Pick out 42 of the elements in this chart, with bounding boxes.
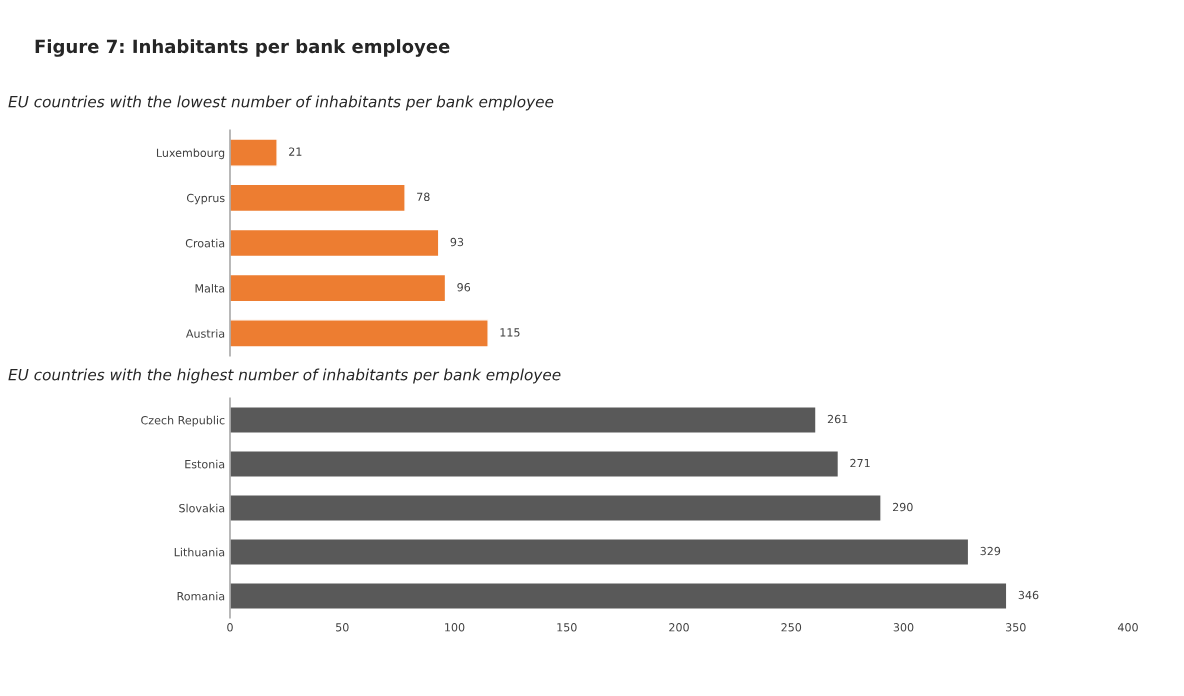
y-tick-label: Malta [195,283,225,293]
bar [230,450,840,478]
bar [230,319,489,348]
y-tick-label: Austria [185,329,225,338]
data-label: 115 [500,328,520,337]
y-tick-label: Slovakia [179,503,225,513]
data-label: 93 [450,237,464,247]
bar [230,138,278,167]
y-tick-label: Romania [177,591,225,601]
bar [230,494,882,522]
x-tick-label: 250 [781,623,802,632]
y-tick-label: Cyprus [186,193,225,205]
x-tick-label: 200 [669,623,689,632]
bar [230,228,440,258]
bar [230,183,406,213]
data-label: 21 [289,147,302,156]
chart-subtitle: EU countries with the lowest number of inhabitants per bank employee [8,95,554,111]
bar [230,538,970,566]
bar [230,406,817,434]
x-tick-label: 100 [445,623,465,632]
bar [230,273,447,303]
y-tick-label: Luxembourg [156,148,225,160]
data-label: 261 [827,414,848,424]
data-label: 329 [980,546,1001,556]
y-tick-label: Croatia [185,238,225,248]
data-label: 290 [892,502,913,512]
x-tick-label: 0 [227,623,233,632]
x-tick-label: 50 [336,623,349,632]
chart-title: EU countries with the highest number of inhabitants per bank employee [8,368,561,384]
y-tick-label: Lithuania [174,547,225,557]
x-tick-label: 400 [1117,623,1138,632]
x-tick-label: 350 [1005,623,1026,632]
chart-title: Figure 7: Inhabitants per bank employee [35,39,450,57]
data-label: 271 [850,458,870,468]
x-tick-label: 300 [893,623,914,632]
bar [230,582,1008,610]
y-tick-label: Czech Republic [141,415,225,427]
x-tick-label: 150 [557,623,577,632]
data-label: 78 [417,192,430,202]
y-tick-label: Estonia [185,459,225,469]
data-label: 96 [457,283,471,292]
data-label: 346 [1018,590,1039,600]
